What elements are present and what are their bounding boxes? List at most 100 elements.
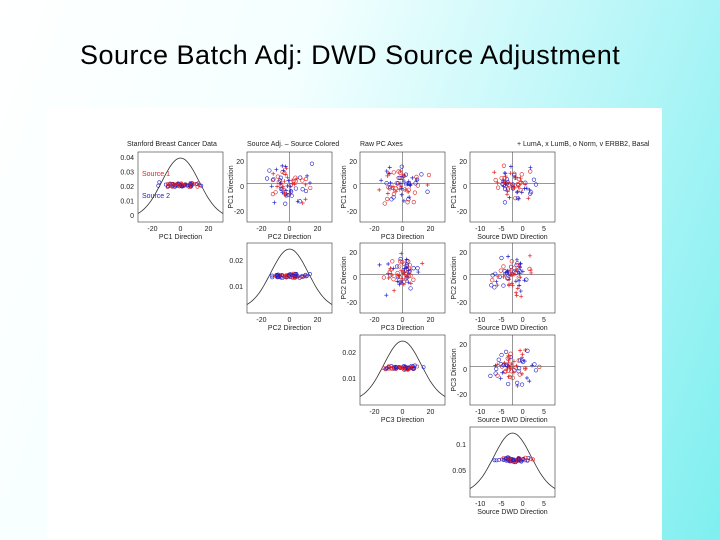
sample-point [157,180,162,185]
sample-point [516,275,521,280]
sample-point [275,184,280,189]
x-tick-label: 20 [314,226,322,233]
sample-point [509,369,514,374]
y-tick-label: 0 [463,184,467,191]
x-tick-label: -10 [475,226,485,233]
sample-point [522,278,527,283]
sample-point [518,289,523,294]
sample-point [528,268,533,273]
sample-point [498,376,503,381]
sample-point [522,186,527,191]
sample-point [300,178,305,183]
sample-point [524,186,529,191]
sample-point [385,173,390,178]
y-tick-label: 0 [463,367,467,374]
sample-point [421,365,426,370]
panel-frame [359,334,446,406]
x-tick-label: 0 [179,226,183,233]
sample-point [278,275,283,280]
sample-point [503,369,508,374]
sample-point [493,271,498,276]
sample-point [392,288,397,293]
sample-point [515,286,520,291]
sample-point [195,184,200,189]
sample-point [187,185,192,189]
sample-point [520,358,525,363]
sample-point [295,199,300,204]
sample-point [289,193,294,198]
sample-point [402,366,407,371]
y-tick-label: 0 [463,275,467,282]
sample-point [510,375,515,380]
y-axis-label: PC1 Direction [228,165,235,208]
x-tick-label: 0 [401,409,405,416]
sample-point [270,273,274,278]
y-tick-label: 0.01 [342,376,356,383]
sample-point [508,164,513,169]
sample-point [533,368,539,373]
sample-point [406,179,411,184]
sample-point [515,190,520,195]
x-tick-label: -10 [475,501,485,508]
sample-point [377,187,382,192]
sample-point [274,167,279,172]
sample-point [499,364,504,369]
sample-point [518,188,523,193]
sample-point [391,170,396,175]
sample-point [503,349,509,355]
sample-point [513,459,518,463]
x-tick-label: -20 [256,317,266,324]
sample-point [303,197,308,202]
x-tick-label: 20 [427,409,435,416]
sample-point [168,181,173,186]
sample-point [498,362,503,367]
sample-point [385,271,390,276]
sample-point [282,179,287,184]
x-tick-label: -10 [475,409,485,416]
x-tick-label: -20 [147,226,157,233]
sample-point [494,366,499,371]
sample-point [386,185,391,190]
sample-point [515,196,520,201]
sample-point [407,263,412,268]
y-tick-label: -20 [457,209,467,216]
sample-point [170,184,175,189]
sample-point [281,168,286,173]
x-tick-label: -20 [369,226,379,233]
y-tick-label: 20 [349,159,357,166]
sample-point [382,201,387,206]
x-tick-label: -20 [256,226,266,233]
sample-point [381,275,386,280]
y-tick-label: 0.1 [456,442,466,449]
sample-point [391,277,396,282]
sample-point [507,374,512,380]
x-tick-label: 20 [427,317,435,324]
panel-title: Source Adj. – Source Colored [247,141,339,148]
sample-point [496,357,501,362]
sample-point [501,274,506,279]
sample-point [403,172,409,177]
sample-point [506,381,511,387]
x-tick-label: -5 [498,226,504,233]
sample-point [399,164,404,169]
sample-point [493,178,498,183]
sample-point [514,293,519,298]
panel-title: + LumA, x LumB, o Norm, v ERBB2, Basal [517,141,650,148]
sample-point [406,268,411,273]
sample-point [402,187,408,192]
sample-point [398,279,403,285]
sample-point [388,267,393,272]
sample-point [511,458,515,463]
sample-point [517,271,522,276]
x-axis-label: PC3 Direction [381,234,424,241]
sample-point [506,363,511,368]
x-tick-label: 20 [205,226,213,233]
y-tick-label: 20 [459,342,467,349]
sample-point [494,458,499,463]
sample-point [520,352,525,357]
sample-point [506,458,511,463]
sample-point [166,182,170,186]
sample-point [505,276,510,281]
sample-point [504,362,509,367]
sample-point [497,458,502,462]
